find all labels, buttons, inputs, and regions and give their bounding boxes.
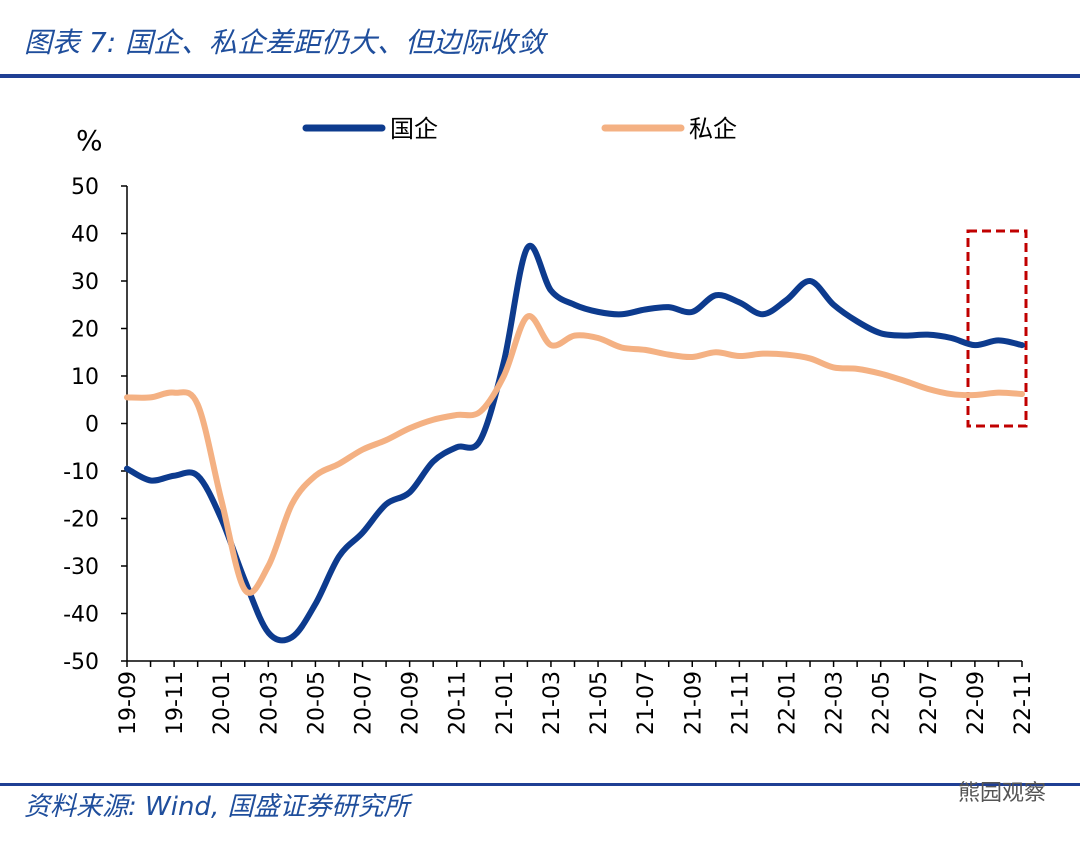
x-tick-label: 19-09 (116, 671, 141, 735)
y-axis-label: % (76, 124, 103, 157)
y-tick-label: -30 (63, 555, 99, 580)
x-tick-label: 21-07 (634, 671, 659, 735)
y-tick-label: 30 (71, 270, 99, 295)
x-tick-label: 22-07 (917, 671, 942, 735)
watermark: 熊园观察 (958, 781, 1046, 806)
highlight-box (966, 229, 1028, 428)
x-tick-label: 21-11 (728, 671, 753, 735)
y-tick-label: -10 (63, 460, 99, 485)
legend-label: 国企 (390, 115, 438, 143)
x-tick-label: 22-09 (964, 671, 989, 735)
x-tick-label: 22-11 (1011, 671, 1036, 735)
x-tick-label: 21-03 (540, 671, 565, 735)
footer-rule (0, 783, 1080, 786)
x-tick-label: 20-09 (399, 671, 424, 735)
y-tick-label: -20 (63, 508, 99, 533)
x-tick-label: 21-05 (587, 671, 612, 735)
y-tick-label: 20 (71, 318, 99, 343)
series-line (124, 313, 1025, 596)
chart-title: 图表 7: 国企、私企差距仍大、但边际收敛 (24, 26, 549, 59)
y-tick-label: 50 (71, 175, 99, 200)
x-tick-label: 20-01 (210, 671, 235, 735)
legend-label: 私企 (689, 115, 737, 143)
y-tick-label: 10 (71, 365, 99, 390)
x-tick-label: 19-11 (163, 671, 188, 735)
x-tick-label: 20-03 (257, 671, 282, 735)
y-tick-label: -50 (63, 650, 99, 675)
x-tick-label: 22-01 (775, 671, 800, 735)
y-tick-label: -40 (63, 603, 99, 628)
y-tick-label: 0 (85, 413, 99, 438)
x-tick-label: 20-07 (352, 671, 377, 735)
x-tick-label: 21-09 (681, 671, 706, 735)
series-line (124, 242, 1025, 644)
source: 资料来源: Wind, 国盛证券研究所 (24, 792, 413, 822)
y-tick-label: 40 (71, 223, 99, 248)
x-tick-label: 20-11 (446, 671, 471, 735)
x-tick-label: 21-01 (493, 671, 518, 735)
x-tick-label: 20-05 (304, 671, 329, 735)
x-tick-label: 22-05 (870, 671, 895, 735)
x-tick-label: 22-03 (823, 671, 848, 735)
title-rule (0, 74, 1080, 78)
